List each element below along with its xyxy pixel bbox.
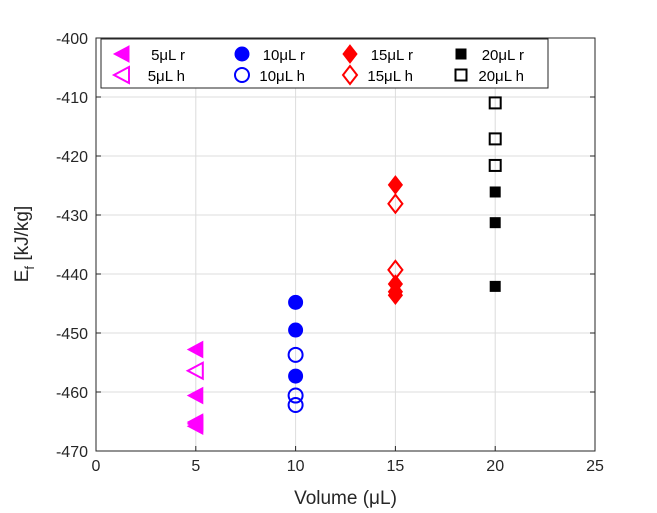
legend-box <box>100 38 549 89</box>
y-tick-label: -400 <box>56 31 88 48</box>
series-1 <box>185 361 204 381</box>
legend-marker <box>342 44 358 64</box>
data-point <box>488 96 502 110</box>
data-point <box>387 193 404 215</box>
y-tick-label: -410 <box>56 90 88 107</box>
data-point <box>287 396 304 413</box>
x-tick-label: 20 <box>486 458 504 475</box>
data-point <box>387 285 404 306</box>
series-3 <box>287 346 304 413</box>
legend-entry-label: 15μL h <box>367 68 413 85</box>
legend-marker <box>234 67 250 83</box>
data-point <box>489 217 501 229</box>
axis-ticks: 0 5 10 15 20 25 -400 -410 -420 -430 -440 -450 -460 -4… <box>56 31 604 475</box>
data-point <box>488 158 502 172</box>
data-point <box>185 361 204 381</box>
x-axis-label: Volume (μL) <box>294 488 397 509</box>
legend-entry-label: 20μL r <box>482 47 524 64</box>
legend-entry-label: 10μL r <box>263 47 305 64</box>
y-tick-label: -470 <box>56 444 88 461</box>
data-point <box>186 386 204 405</box>
legend-entry-label: 15μL r <box>371 47 413 64</box>
legend-marker <box>455 48 467 60</box>
plot-frame <box>95 37 596 452</box>
y-tick-label: -420 <box>56 149 88 166</box>
x-tick-label: 25 <box>586 458 604 475</box>
svg-text:Ef [kJ/kg]: Ef [kJ/kg] <box>12 206 37 283</box>
series-5 <box>387 193 404 281</box>
legend-marker <box>111 65 130 85</box>
y-tick-label: -460 <box>56 385 88 402</box>
x-tick-label: 15 <box>387 458 405 475</box>
y-tick-label: -430 <box>56 208 88 225</box>
data-point <box>186 417 204 436</box>
legend: 5μL r 5μL h 10μL r 10μL h 15μL r 15μL h 20μL r… <box>100 38 549 89</box>
y-axis-label: Ef [kJ/kg] <box>12 206 37 283</box>
data-point <box>488 132 502 146</box>
legend-marker <box>454 68 468 82</box>
x-tick-label: 10 <box>287 458 305 475</box>
data-point <box>489 186 501 198</box>
series-2 <box>288 294 304 384</box>
series-6 <box>489 186 501 292</box>
legend-marker <box>234 46 250 62</box>
legend-marker <box>112 45 130 63</box>
data-point <box>489 280 501 292</box>
x-tick-label: 5 <box>191 458 200 475</box>
legend-entry-label: 5μL r <box>151 47 185 64</box>
data-point <box>288 368 304 384</box>
data-point <box>288 294 304 310</box>
y-tick-label: -450 <box>56 326 88 343</box>
data-point <box>287 387 304 404</box>
legend-entry-label: 20μL h <box>478 68 524 85</box>
grid-lines <box>96 38 595 451</box>
y-tick-label: -440 <box>56 267 88 284</box>
data-point <box>287 346 304 363</box>
data-points <box>185 96 502 436</box>
data-point <box>387 259 404 281</box>
legend-entry-label: 10μL h <box>259 68 305 85</box>
series-0 <box>186 340 204 436</box>
data-point <box>186 340 204 359</box>
legend-entry-label: 5μL h <box>148 68 185 85</box>
series-7 <box>488 96 502 172</box>
x-tick-label: 0 <box>92 458 101 475</box>
legend-marker <box>341 64 359 86</box>
series-4 <box>387 175 404 306</box>
data-point <box>288 322 304 338</box>
plot-area <box>96 38 595 451</box>
